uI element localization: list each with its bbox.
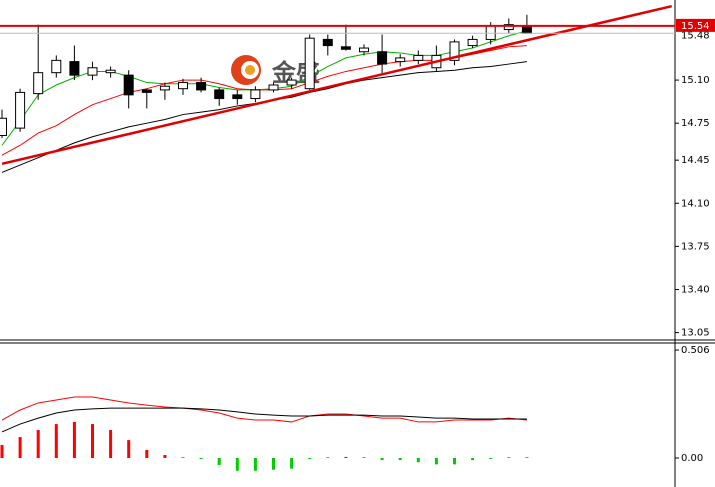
candle-body bbox=[0, 117, 7, 137]
candle-body bbox=[268, 84, 279, 91]
candle-body bbox=[449, 41, 460, 61]
level-label: 15.54 bbox=[681, 21, 710, 32]
axes: 13.05 13.40 13.75 14.10 14.45 14.75 15.10 15.48… bbox=[0, 18, 715, 464]
y-tick-label: 0.00 bbox=[681, 453, 703, 464]
candle-body bbox=[359, 47, 369, 53]
moving-average bbox=[1, 61, 527, 173]
candle-body bbox=[15, 91, 26, 129]
candle-body bbox=[485, 25, 496, 40]
watermark: 金盛 bbox=[231, 55, 320, 87]
candle-body bbox=[413, 54, 424, 61]
logo bbox=[245, 65, 255, 75]
candle-body bbox=[51, 59, 62, 74]
candle-body bbox=[33, 72, 44, 95]
y-tick-label: 0.506 bbox=[681, 345, 710, 356]
y-tick-label: 13.05 bbox=[681, 328, 710, 339]
candle-body bbox=[503, 24, 514, 31]
last-price-label: 15.48 bbox=[681, 30, 710, 41]
candle-body bbox=[87, 67, 98, 76]
candle-body bbox=[214, 89, 225, 100]
y-tick-label: 14.75 bbox=[681, 118, 710, 129]
moving-average bbox=[1, 45, 527, 156]
candle-body bbox=[322, 38, 333, 47]
candle-body bbox=[159, 85, 170, 91]
y-tick-label: 14.10 bbox=[681, 198, 710, 209]
moving-average bbox=[1, 30, 528, 146]
candle-body bbox=[304, 37, 315, 90]
candle-body bbox=[467, 38, 478, 47]
trendline bbox=[1, 4, 672, 166]
macd-panel bbox=[0, 396, 529, 471]
level-box bbox=[676, 18, 715, 32]
price-panel bbox=[0, 4, 675, 173]
candle-body bbox=[69, 61, 80, 76]
candle-body bbox=[141, 89, 152, 93]
candle-body bbox=[286, 79, 297, 86]
candle-body bbox=[395, 57, 406, 63]
candle-body bbox=[196, 82, 207, 91]
macd-line bbox=[1, 396, 527, 423]
macd-line bbox=[1, 407, 527, 433]
y-tick-label: 15.10 bbox=[681, 75, 710, 86]
candle-body bbox=[123, 74, 134, 96]
candle-body bbox=[377, 51, 388, 65]
candle-body bbox=[178, 82, 188, 90]
y-tick-label: 14.45 bbox=[681, 155, 710, 166]
candle-body bbox=[232, 94, 243, 100]
y-tick-label: 13.75 bbox=[681, 241, 710, 252]
candle-body bbox=[340, 46, 351, 50]
candle-body bbox=[250, 89, 261, 100]
y-tick-label: 13.40 bbox=[681, 284, 710, 295]
candle-body bbox=[105, 69, 116, 74]
candle-body bbox=[521, 25, 532, 34]
